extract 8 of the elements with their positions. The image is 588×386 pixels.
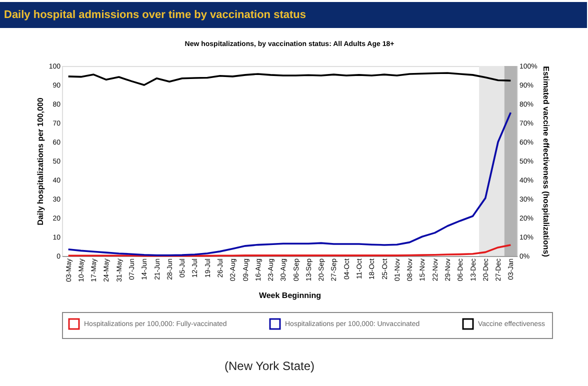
text: (New York State) — [224, 359, 315, 373]
y-axis-title: Daily hospitalizations per 100,000 — [36, 97, 45, 226]
line-series — [67, 244, 512, 257]
line-series — [67, 112, 512, 256]
chart-title: Daily hospital admissions over time by vaccination status — [4, 9, 306, 21]
x-axis-title: Week Beginning — [258, 290, 322, 300]
line-series — [67, 72, 512, 86]
y2-axis-title: Estimated vaccine effectiveness (hospitalizations) — [541, 66, 550, 258]
